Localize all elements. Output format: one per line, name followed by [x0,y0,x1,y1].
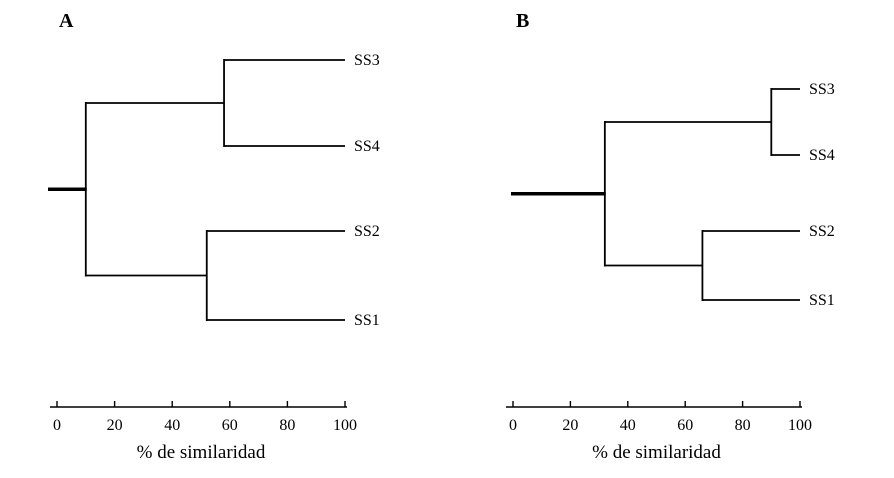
axis-tick-label: 0 [509,417,517,434]
axis-tick-label: 60 [222,417,238,434]
axis-tick-label: 40 [620,417,636,434]
leaf-label: SS3 [354,52,380,69]
leaf-label: SS3 [809,81,835,98]
leaf-label: SS4 [809,147,835,164]
axis-tick-label: 40 [164,417,180,434]
x-axis-title-b: % de similaridad [592,442,721,463]
axis-tick-label: 100 [788,417,812,434]
x-axis-title-a: % de similaridad [136,442,266,463]
panel-label-a: A [59,10,74,32]
leaf-label: SS1 [809,292,835,309]
leaf-label: SS2 [354,223,380,240]
leaf-label: SS4 [354,138,380,155]
leaf-label: SS2 [809,223,835,240]
axis-tick-label: 100 [333,417,357,434]
panel-label-b: B [516,10,530,32]
axis-tick-label: 60 [677,417,693,434]
axis-tick-label: 80 [735,417,751,434]
axis-tick-label: 20 [107,417,123,434]
axis-tick-label: 20 [562,417,578,434]
axis-tick-label: 80 [279,417,295,434]
axis-tick-label: 0 [53,417,61,434]
leaf-label: SS1 [354,312,380,329]
